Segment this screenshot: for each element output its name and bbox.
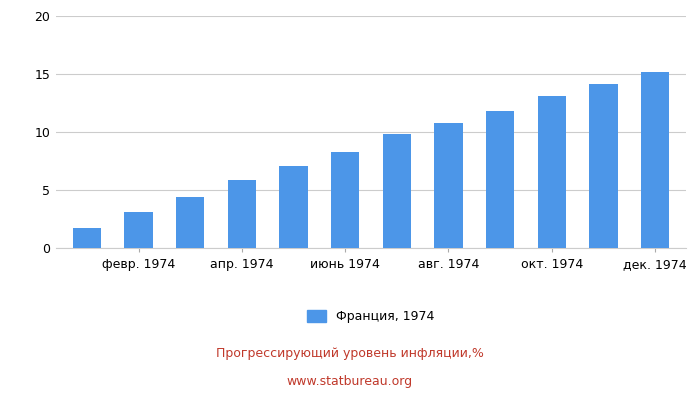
Legend: Франция, 1974: Франция, 1974 xyxy=(302,305,440,328)
Bar xyxy=(125,212,153,248)
Bar xyxy=(331,152,359,248)
Bar xyxy=(228,180,256,248)
Bar xyxy=(73,228,102,248)
Bar xyxy=(589,84,617,248)
Bar xyxy=(434,123,463,248)
Bar xyxy=(279,166,308,248)
Bar xyxy=(486,111,514,248)
Text: Прогрессирующий уровень инфляции,%: Прогрессирующий уровень инфляции,% xyxy=(216,347,484,360)
Bar xyxy=(640,72,669,248)
Text: www.statbureau.org: www.statbureau.org xyxy=(287,375,413,388)
Bar xyxy=(538,96,566,248)
Bar xyxy=(176,197,204,248)
Bar xyxy=(383,134,411,248)
